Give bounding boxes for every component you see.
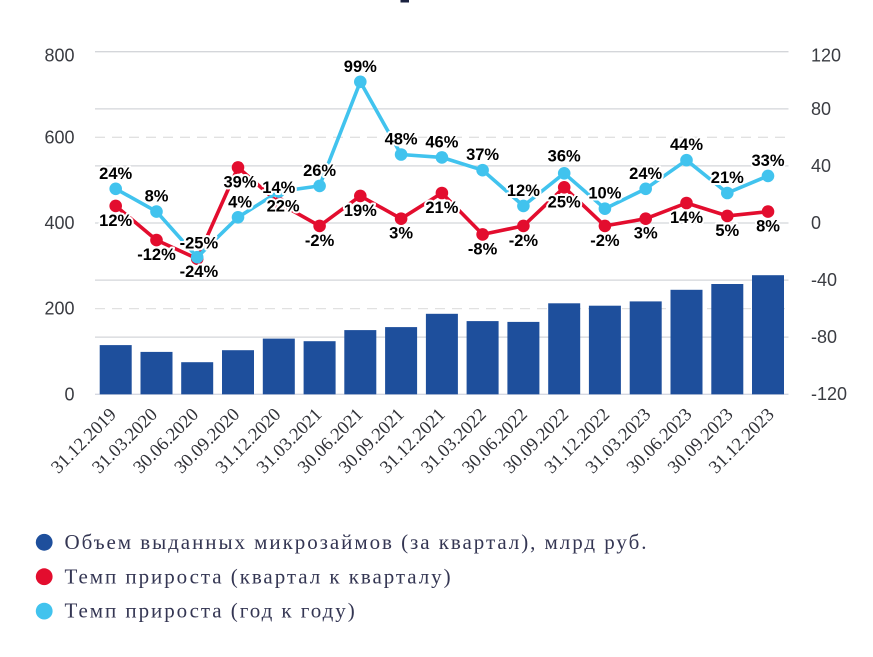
svg-text:-120: -120	[811, 384, 847, 404]
svg-text:0: 0	[64, 384, 74, 404]
svg-text:0: 0	[811, 213, 821, 233]
svg-text:37%: 37%	[466, 146, 499, 164]
svg-text:46%: 46%	[425, 133, 458, 151]
svg-text:8%: 8%	[145, 188, 169, 206]
svg-text:800: 800	[44, 45, 74, 65]
svg-text:-25%: -25%	[180, 235, 219, 253]
svg-text:99%: 99%	[344, 58, 377, 76]
svg-text:36%: 36%	[548, 148, 581, 166]
svg-text:25%: 25%	[548, 193, 581, 211]
svg-text:400: 400	[44, 213, 74, 233]
svg-text:48%: 48%	[385, 131, 418, 149]
svg-text:21%: 21%	[711, 169, 744, 187]
svg-text:33%: 33%	[751, 152, 784, 170]
svg-text:8%: 8%	[756, 218, 780, 236]
svg-text:4%: 4%	[228, 193, 252, 211]
svg-text:10%: 10%	[588, 185, 621, 203]
svg-text:26%: 26%	[303, 162, 336, 180]
svg-text:12%: 12%	[507, 182, 540, 200]
svg-text:600: 600	[44, 127, 74, 147]
svg-text:80: 80	[811, 99, 831, 119]
svg-text:-24%: -24%	[180, 263, 219, 281]
svg-text:-40: -40	[811, 270, 837, 290]
svg-text:Объем выданных микрозаймов (за: Объем выданных микрозаймов (за квартал),…	[65, 530, 649, 554]
svg-text:14%: 14%	[670, 209, 703, 227]
svg-text:44%: 44%	[670, 136, 703, 154]
svg-text:-8%: -8%	[468, 240, 498, 258]
svg-text:5%: 5%	[715, 222, 739, 240]
svg-text:14%: 14%	[262, 179, 295, 197]
svg-text:-2%: -2%	[305, 232, 335, 250]
svg-text:200: 200	[44, 299, 74, 319]
svg-text:-2%: -2%	[590, 232, 620, 250]
svg-text:3%: 3%	[389, 225, 413, 243]
svg-text:3%: 3%	[634, 225, 658, 243]
svg-text:24%: 24%	[629, 165, 662, 183]
svg-text:-12%: -12%	[137, 246, 176, 264]
svg-text:19%: 19%	[344, 202, 377, 220]
svg-text:-2%: -2%	[509, 232, 539, 250]
svg-text:12%: 12%	[99, 212, 132, 230]
svg-text:24%: 24%	[99, 165, 132, 183]
svg-text:22%: 22%	[267, 198, 300, 216]
svg-text:40: 40	[811, 156, 831, 176]
svg-text:39%: 39%	[223, 173, 256, 191]
svg-text:Темп прироста (год к году): Темп прироста (год к году)	[65, 599, 357, 623]
svg-text:-80: -80	[811, 327, 837, 347]
svg-text:120: 120	[811, 46, 841, 66]
svg-text:21%: 21%	[425, 199, 458, 217]
svg-text:Темп прироста (квартал к кварт: Темп прироста (квартал к кварталу)	[65, 564, 453, 588]
